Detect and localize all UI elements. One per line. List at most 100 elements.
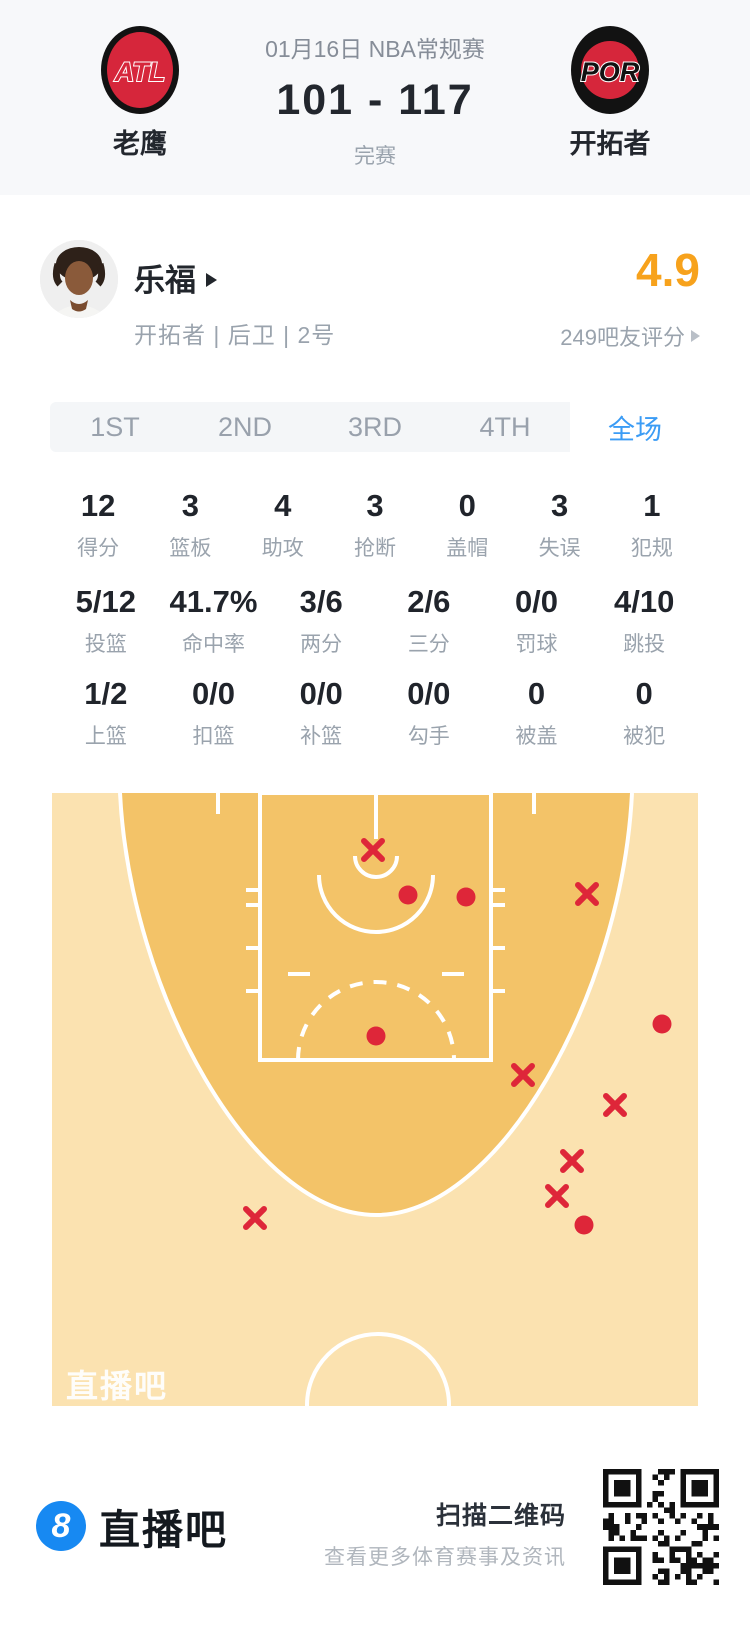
stat-value: 2/6	[407, 584, 451, 619]
stat-value: 3	[366, 488, 384, 523]
stat-cell: 3 篮板	[144, 488, 236, 562]
stat-value: 0/0	[191, 676, 236, 711]
stat-label: 得分	[77, 537, 120, 560]
stat-value: 3/6	[299, 584, 343, 619]
player-name: 乐福	[134, 263, 196, 298]
match-date: 01月16日 NBA常规赛	[265, 36, 485, 62]
team-away[interactable]: POR 开拓者	[550, 24, 670, 161]
qr-subtitle: 查看更多体育赛事及资讯	[324, 1546, 566, 1569]
stat-label: 三分	[407, 633, 450, 656]
match-score: 101 - 117	[276, 76, 474, 124]
rating-voters-label: 249吧友评分	[560, 325, 685, 350]
corner-lines	[216, 793, 536, 814]
tab-1st[interactable]: 1ST	[90, 411, 140, 442]
tab-3rd[interactable]: 3RD	[347, 411, 402, 442]
three-point-area	[120, 793, 632, 1215]
stat-value: 0/0	[407, 676, 451, 711]
shot-markers	[243, 838, 672, 1235]
rating-label-row[interactable]: 249吧友评分	[560, 320, 700, 352]
missed-shot-marker	[575, 882, 599, 906]
missed-shot-marker	[603, 1093, 627, 1117]
stat-value: 41.7%	[169, 584, 258, 619]
stat-cell: 1/2 上篮	[52, 676, 160, 750]
quarter-tabbar: 1ST 2ND 3RD 4TH 全场	[50, 402, 700, 452]
stat-cell: 3 抢断	[329, 488, 421, 562]
stat-value: 4/10	[613, 584, 675, 619]
stats-row-shooting: 5/12 投篮 41.7% 命中率 3/6 两分 2/6 三分 0/0 罚球 4/10 跳投	[0, 584, 750, 658]
missed-shot-marker	[361, 838, 385, 862]
stat-cell: 12 得分	[52, 488, 144, 562]
missed-shot-marker	[545, 1184, 569, 1208]
stat-label: 抢断	[353, 537, 396, 560]
stat-value: 1/2	[84, 676, 128, 711]
stat-label: 罚球	[515, 633, 558, 656]
stat-cell: 0 被盖	[483, 676, 591, 750]
stat-cell: 5/12 投篮	[52, 584, 160, 658]
stat-value: 4	[274, 488, 292, 523]
stat-label: 被盖	[515, 725, 558, 748]
made-shot-marker	[456, 887, 476, 907]
stat-cell: 3 失误	[513, 488, 605, 562]
stat-cell: 2/6 三分	[375, 584, 483, 658]
match-status: 完赛	[354, 145, 396, 168]
stat-label: 扣篮	[192, 725, 235, 748]
player-avatar[interactable]	[40, 240, 118, 318]
lane-hash-marks	[246, 888, 505, 993]
stat-value: 1	[643, 488, 661, 523]
court-svg: 直播吧	[52, 791, 698, 1478]
footer-text: 扫描二维码 查看更多体育赛事及资讯	[324, 1496, 566, 1571]
stat-cell: 4 助攻	[237, 488, 329, 562]
stat-label: 命中率	[181, 633, 245, 656]
stat-cell: 0/0 补篮	[267, 676, 375, 750]
stat-label: 投篮	[84, 633, 127, 656]
match-header: 01月16日 NBA常规赛 101 - 117 完赛 ATL 老鹰 POR 开拓…	[0, 0, 750, 195]
stat-value: 3	[181, 488, 200, 523]
stat-label: 犯规	[630, 537, 673, 560]
stat-value: 0	[527, 676, 546, 711]
tab-2nd[interactable]: 2ND	[217, 411, 272, 442]
stat-value: 0	[458, 488, 476, 523]
stat-value: 0/0	[514, 584, 559, 619]
brand-name: 直播吧	[99, 1507, 228, 1553]
stat-cell: 1 犯规	[606, 488, 698, 562]
blazers-logo-icon: POR	[571, 26, 649, 114]
stat-label: 盖帽	[446, 537, 489, 560]
stat-label: 篮板	[169, 537, 212, 560]
stat-cell: 4/10 跳投	[590, 584, 698, 658]
tab-4th[interactable]: 4TH	[479, 411, 531, 442]
three-point-line	[118, 792, 634, 1218]
stat-value: 12	[80, 488, 116, 523]
court-watermark: 直播吧	[66, 1368, 168, 1404]
made-shot-marker	[652, 1014, 672, 1034]
stat-value: 0	[635, 676, 653, 711]
team-away-name: 开拓者	[569, 129, 651, 159]
stat-cell: 0 盖帽	[421, 488, 513, 562]
stat-label: 两分	[300, 633, 343, 656]
player-photo	[40, 240, 118, 318]
stat-label: 失误	[538, 537, 581, 560]
qr-title: 扫描二维码	[435, 1502, 566, 1530]
stat-label: 勾手	[407, 725, 450, 748]
stat-label: 被犯	[623, 725, 666, 748]
stat-value: 0/0	[299, 676, 343, 711]
stat-value: 5/12	[75, 584, 136, 619]
made-shot-marker	[574, 1215, 594, 1235]
shot-chart: 直播吧	[52, 791, 698, 1478]
player-info: 开拓者 | 后卫 | 2号	[134, 322, 336, 348]
footer-brand[interactable]: 8 直播吧	[36, 1498, 228, 1554]
stat-label: 上篮	[84, 725, 127, 748]
hawks-logo-icon: ATL	[101, 26, 179, 114]
zhibo8-logo-icon: 8	[36, 1501, 86, 1551]
player-detail-arrow-icon	[206, 272, 217, 287]
free-throw-circle	[296, 980, 456, 1061]
stat-cell: 0/0 罚球	[483, 584, 591, 658]
tab-全场[interactable]: 全场	[570, 402, 700, 452]
team-home[interactable]: ATL 老鹰	[80, 24, 200, 161]
player-rating: 4.9	[636, 244, 700, 296]
player-name-row[interactable]: 乐福	[134, 255, 217, 300]
svg-text:POR: POR	[581, 57, 640, 87]
stat-cell: 0/0 勾手	[375, 676, 483, 750]
missed-shot-marker	[243, 1206, 267, 1230]
charge-arc	[317, 874, 435, 934]
hoop-arc	[353, 855, 399, 879]
